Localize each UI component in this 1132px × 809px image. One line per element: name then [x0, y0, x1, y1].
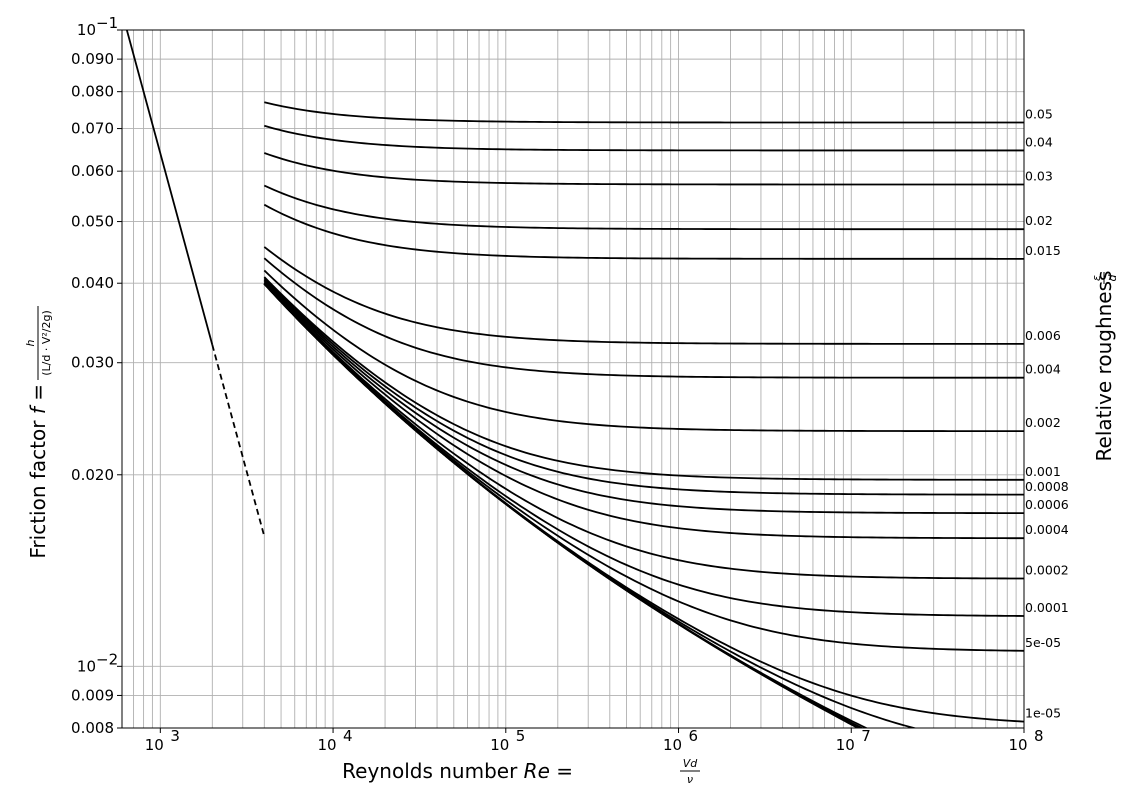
- roughness-curve: [264, 101, 1024, 124]
- x-axis-label-denominator: ν: [687, 773, 693, 786]
- y-tick-exponent: −1: [96, 14, 118, 32]
- roughness-label: 0.05: [1025, 107, 1053, 122]
- laminar-line: [125, 30, 214, 346]
- x-tick-exponent: 4: [343, 727, 353, 745]
- x-tick-label: 10: [318, 736, 337, 754]
- y-tick-label: 0.030: [71, 354, 114, 372]
- roughness-label: 0.0006: [1025, 497, 1069, 512]
- y-tick-label: 0.020: [71, 466, 114, 484]
- y-tick-label: 0.009: [71, 686, 114, 704]
- y2-axis-label-text: Relative roughness: [1092, 271, 1116, 462]
- y-tick-label: 0.050: [71, 213, 114, 231]
- y-tick-label: 0.040: [71, 274, 114, 292]
- roughness-curve: [263, 184, 1024, 231]
- roughness-label: 0.0004: [1025, 522, 1069, 537]
- y-axis-label-numerator: h: [24, 339, 37, 346]
- y-tick-label: 0.080: [71, 83, 114, 101]
- y2-axis-label: Relative roughness ε d: [1090, 271, 1119, 462]
- y-tick-label: 0.060: [71, 162, 114, 180]
- roughness-curve: [264, 152, 1024, 186]
- x-tick-exponent: 6: [689, 727, 699, 745]
- x-tick-label: 10: [836, 736, 855, 754]
- roughness-label: 1e-05: [1025, 706, 1061, 721]
- x-axis-label-symbol: Re: [524, 759, 550, 783]
- y2-axis-label-denominator: d: [1106, 273, 1119, 281]
- y-tick-label: 0.008: [71, 719, 114, 737]
- transition-dashed-line: [211, 344, 266, 537]
- roughness-curve: [263, 203, 1024, 260]
- x-tick-label: 10: [490, 736, 509, 754]
- roughness-label: 0.04: [1025, 134, 1053, 149]
- roughness-labels: 0.05 0.04 0.03 0.02 0.015 0.006 0.004 0.002 0.00…: [1025, 107, 1069, 721]
- roughness-curve: [263, 283, 918, 728]
- x-axis-label-equals: =: [550, 759, 573, 783]
- roughness-curve: [263, 246, 1024, 345]
- roughness-curve: [263, 280, 1024, 540]
- x-tick-exponent: 3: [170, 727, 180, 745]
- roughness-curve: [263, 283, 869, 728]
- roughness-curve: [263, 282, 1024, 617]
- y-axis-label-denominator: (L/d · V²/2g): [40, 310, 53, 376]
- roughness-curve: [263, 282, 1024, 652]
- y-axis-label: Friction factor f = h (L/d · V²/2g): [24, 306, 53, 559]
- roughness-label: 0.004: [1025, 362, 1061, 377]
- roughness-curve: [263, 277, 1024, 496]
- plot-curves: [125, 30, 1024, 728]
- y-tick-label: 10: [77, 21, 96, 39]
- y-tick-label: 10: [77, 657, 96, 675]
- grid-lines: [121, 29, 1025, 729]
- roughness-curve: [263, 279, 1024, 515]
- x-axis-label-numerator: Vd: [683, 757, 699, 770]
- roughness-label: 5e-05: [1025, 635, 1061, 650]
- roughness-curve: [263, 281, 1024, 580]
- roughness-label: 0.0001: [1025, 600, 1069, 615]
- roughness-curve: [263, 257, 1024, 379]
- roughness-label: 0.0002: [1025, 563, 1069, 578]
- plot-frame: [121, 29, 1025, 729]
- roughness-curve: [264, 124, 1024, 152]
- x-axis-label-prefix: Reynolds number: [342, 759, 524, 783]
- roughness-label: 0.015: [1025, 243, 1061, 258]
- axis-ticks: 10 3 10 4 10 5 10 6 10 7 10 810 −10.0900.0800.0700.0…: [71, 14, 1044, 754]
- roughness-curve: [263, 283, 860, 728]
- x-axis-label: Reynolds number Re =: [342, 759, 573, 783]
- x-tick-label: 10: [1008, 736, 1027, 754]
- y-axis-label-equals: =: [26, 384, 50, 407]
- y-tick-label: 0.090: [71, 50, 114, 68]
- y-tick-label: 0.070: [71, 120, 114, 138]
- x-tick-label: 10: [145, 736, 164, 754]
- roughness-label: 0.03: [1025, 169, 1053, 184]
- roughness-label: 0.006: [1025, 328, 1061, 343]
- svg-text:Friction factor f =: Friction factor f =: [26, 384, 50, 559]
- x-tick-exponent: 8: [1034, 727, 1044, 745]
- roughness-label: 0.0008: [1025, 479, 1069, 494]
- roughness-curve: [263, 269, 1024, 433]
- y-tick-exponent: −2: [96, 650, 118, 668]
- x-tick-exponent: 5: [516, 727, 526, 745]
- y-axis-label-prefix: Friction factor: [26, 414, 50, 558]
- roughness-label: 0.02: [1025, 213, 1053, 228]
- roughness-curve: [263, 276, 1024, 481]
- y-axis-label-symbol: f: [26, 404, 50, 414]
- roughness-label: 0.002: [1025, 415, 1061, 430]
- x-tick-label: 10: [663, 736, 682, 754]
- roughness-label: 0.001: [1025, 464, 1061, 479]
- y2-axis-label-numerator: ε: [1090, 275, 1103, 281]
- x-tick-exponent: 7: [861, 727, 871, 745]
